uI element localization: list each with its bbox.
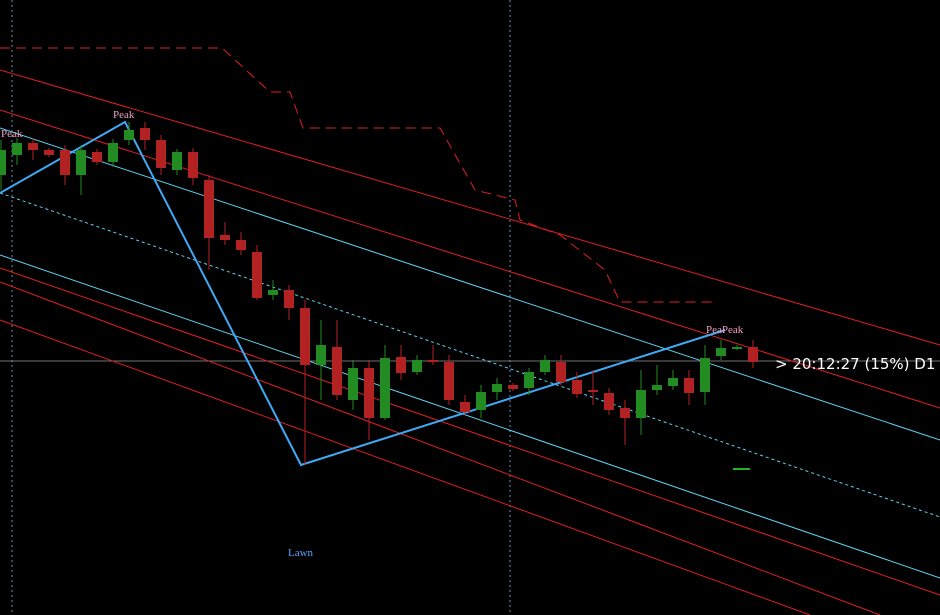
candle-body — [652, 385, 662, 390]
peak-label: Peak — [1, 128, 23, 140]
candle-body — [252, 252, 262, 298]
candle-body — [268, 290, 278, 295]
candle-body — [316, 345, 326, 365]
candle-body — [476, 392, 486, 410]
candle-body — [588, 390, 598, 392]
candle-body — [620, 408, 630, 418]
candle-body — [92, 152, 102, 162]
channel-line — [0, 127, 940, 441]
candle-body — [668, 378, 678, 386]
candle-body — [716, 348, 726, 356]
channel-line — [0, 281, 881, 615]
timer-label: > 20:12:27 (15%) D1 — [775, 355, 935, 373]
candle-body — [684, 378, 694, 393]
candle-body — [460, 402, 470, 412]
candle-body — [332, 347, 342, 395]
candle-body — [156, 140, 166, 168]
channel-mid — [0, 192, 940, 518]
candle-body — [0, 150, 6, 175]
candle-body — [12, 143, 22, 155]
candle-body — [188, 152, 198, 178]
lawn-label: Lawn — [288, 547, 314, 559]
candle-body — [108, 143, 118, 162]
candle-body — [556, 362, 566, 382]
candle-body — [76, 150, 86, 175]
peak-label: Peak — [113, 109, 135, 121]
channel-line — [0, 69, 940, 346]
candle-body — [444, 362, 454, 400]
candle-body — [412, 360, 422, 372]
candle-body — [44, 150, 54, 155]
candle-body — [364, 368, 374, 418]
stop-line — [0, 47, 715, 303]
channel-line — [0, 267, 940, 596]
candle-body — [300, 308, 310, 365]
candle-body — [396, 357, 406, 373]
candle-body — [380, 358, 390, 418]
candle-body — [700, 358, 710, 392]
candle-body — [636, 390, 646, 418]
channel-line — [0, 319, 811, 615]
candle-body — [28, 143, 38, 150]
candle-body — [732, 347, 742, 349]
candle-body — [124, 130, 134, 140]
candle-body — [748, 347, 758, 362]
candle-body — [220, 235, 230, 240]
candle-body — [572, 380, 582, 394]
candle-body — [540, 360, 550, 372]
candle-body — [524, 372, 534, 388]
candle-body — [508, 385, 518, 389]
candle-body — [140, 128, 150, 140]
candle-body — [172, 152, 182, 170]
candle-body — [348, 368, 358, 400]
channel-line — [0, 254, 940, 579]
candle-body — [492, 384, 502, 392]
candle-body — [60, 150, 70, 175]
candle-body — [284, 290, 294, 308]
candle-body — [236, 240, 246, 250]
candle-body — [428, 360, 438, 362]
candle-body — [204, 180, 214, 238]
candles — [0, 122, 758, 465]
candle-body — [604, 393, 614, 410]
peak-label: PeaPeak — [706, 324, 744, 336]
